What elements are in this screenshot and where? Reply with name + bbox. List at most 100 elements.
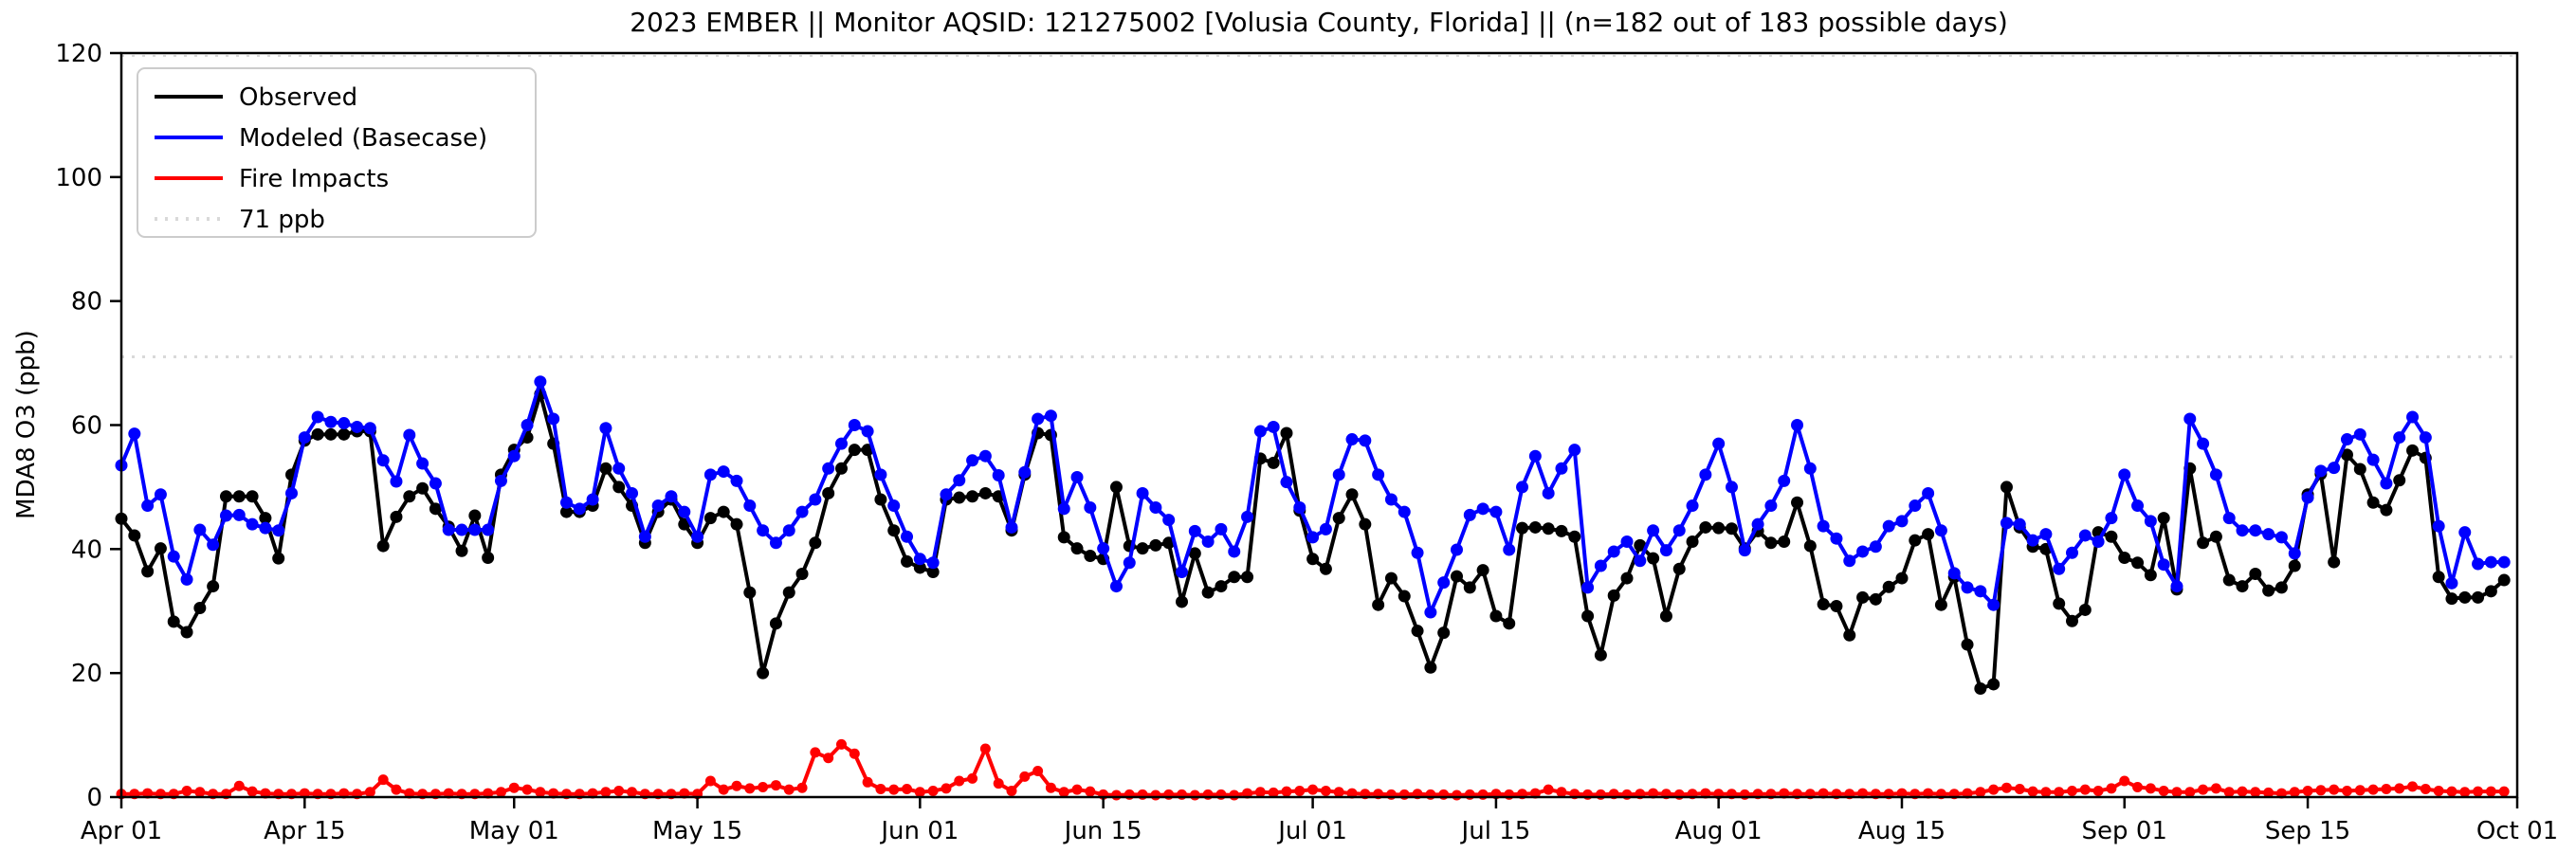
data-point xyxy=(494,474,507,487)
data-point xyxy=(324,415,338,428)
data-point xyxy=(1372,468,1385,481)
data-point xyxy=(247,786,258,797)
data-point xyxy=(913,561,926,574)
data-point xyxy=(363,422,376,435)
data-point xyxy=(2459,787,2471,798)
data-point xyxy=(1895,572,1909,585)
data-point xyxy=(1895,515,1909,528)
data-point xyxy=(180,572,193,586)
data-point xyxy=(377,774,389,786)
data-point xyxy=(1319,522,1332,535)
data-point xyxy=(246,490,259,503)
data-point xyxy=(1450,570,1463,583)
data-point xyxy=(2380,477,2393,490)
data-point xyxy=(1987,598,2001,611)
data-point xyxy=(1136,542,1149,555)
data-point xyxy=(1699,520,1712,534)
data-point xyxy=(1162,514,1176,527)
data-point xyxy=(1201,586,1215,599)
data-point xyxy=(1045,782,1056,793)
data-point xyxy=(2183,412,2197,426)
data-point xyxy=(2249,524,2262,537)
data-point xyxy=(1281,786,1292,797)
data-point xyxy=(495,787,506,798)
data-point xyxy=(1987,678,2001,691)
data-point xyxy=(769,617,782,630)
data-point xyxy=(743,499,757,513)
data-point xyxy=(390,510,403,523)
data-point xyxy=(1319,562,1332,575)
data-point xyxy=(219,509,232,522)
data-point xyxy=(992,468,1005,481)
data-point xyxy=(2329,784,2340,795)
data-point xyxy=(1555,462,1568,475)
data-point xyxy=(403,490,416,503)
data-point xyxy=(1150,789,1161,801)
data-point xyxy=(599,422,612,435)
data-point xyxy=(874,468,887,481)
legend-border xyxy=(137,67,537,238)
data-point xyxy=(2039,528,2053,541)
data-point xyxy=(2366,453,2380,466)
data-point xyxy=(2237,786,2248,797)
data-point xyxy=(1947,567,1961,580)
data-point xyxy=(887,524,901,537)
data-point xyxy=(2000,481,2013,494)
data-point xyxy=(1359,434,1372,447)
data-point xyxy=(926,556,940,570)
data-point xyxy=(1647,524,1660,537)
data-point xyxy=(534,375,547,389)
data-point xyxy=(703,468,717,481)
data-point xyxy=(2381,783,2392,794)
data-point xyxy=(2171,787,2183,798)
y-tick-label: 40 xyxy=(71,535,102,564)
data-point xyxy=(1934,524,1947,537)
data-point xyxy=(285,486,299,499)
data-point xyxy=(1058,787,1069,798)
data-point xyxy=(154,488,167,501)
data-point xyxy=(1634,538,1647,552)
data-point xyxy=(1057,531,1070,544)
legend-label-3: Fire Impacts xyxy=(239,165,389,193)
data-point xyxy=(638,530,651,543)
data-point xyxy=(2066,614,2079,627)
x-tick-label: Apr 01 xyxy=(81,817,162,845)
data-point xyxy=(978,449,992,463)
data-point xyxy=(521,419,534,431)
data-point xyxy=(521,784,533,795)
data-point xyxy=(2484,585,2497,598)
data-point xyxy=(2144,569,2157,582)
y-axis-label: MDA8 O3 (ppb) xyxy=(12,330,41,519)
data-point xyxy=(2054,787,2065,798)
data-point xyxy=(1215,580,1228,593)
data-point xyxy=(954,775,965,787)
data-point xyxy=(2328,555,2341,569)
data-point xyxy=(979,743,991,754)
data-point xyxy=(338,427,351,441)
data-point xyxy=(1398,505,1411,518)
data-point xyxy=(2262,584,2275,597)
data-point xyxy=(535,787,546,798)
data-point xyxy=(782,586,795,599)
data-point xyxy=(848,444,861,457)
data-point xyxy=(600,787,612,798)
data-point xyxy=(141,565,155,578)
data-point xyxy=(1489,609,1503,623)
data-point xyxy=(2053,562,2066,575)
data-point xyxy=(1856,590,1870,604)
data-point xyxy=(2066,546,2079,559)
data-point xyxy=(2001,782,2012,793)
data-point xyxy=(1424,606,1437,619)
data-point xyxy=(2485,786,2496,797)
data-point xyxy=(731,780,742,791)
data-point xyxy=(1149,501,1162,515)
data-point xyxy=(743,586,757,599)
data-point xyxy=(1071,784,1083,795)
data-point xyxy=(2079,784,2091,795)
data-point xyxy=(1070,542,1084,555)
data-point xyxy=(416,481,429,495)
data-point xyxy=(1109,481,1123,494)
data-point xyxy=(2472,590,2485,604)
data-point xyxy=(376,539,390,553)
data-point xyxy=(1503,543,1516,556)
